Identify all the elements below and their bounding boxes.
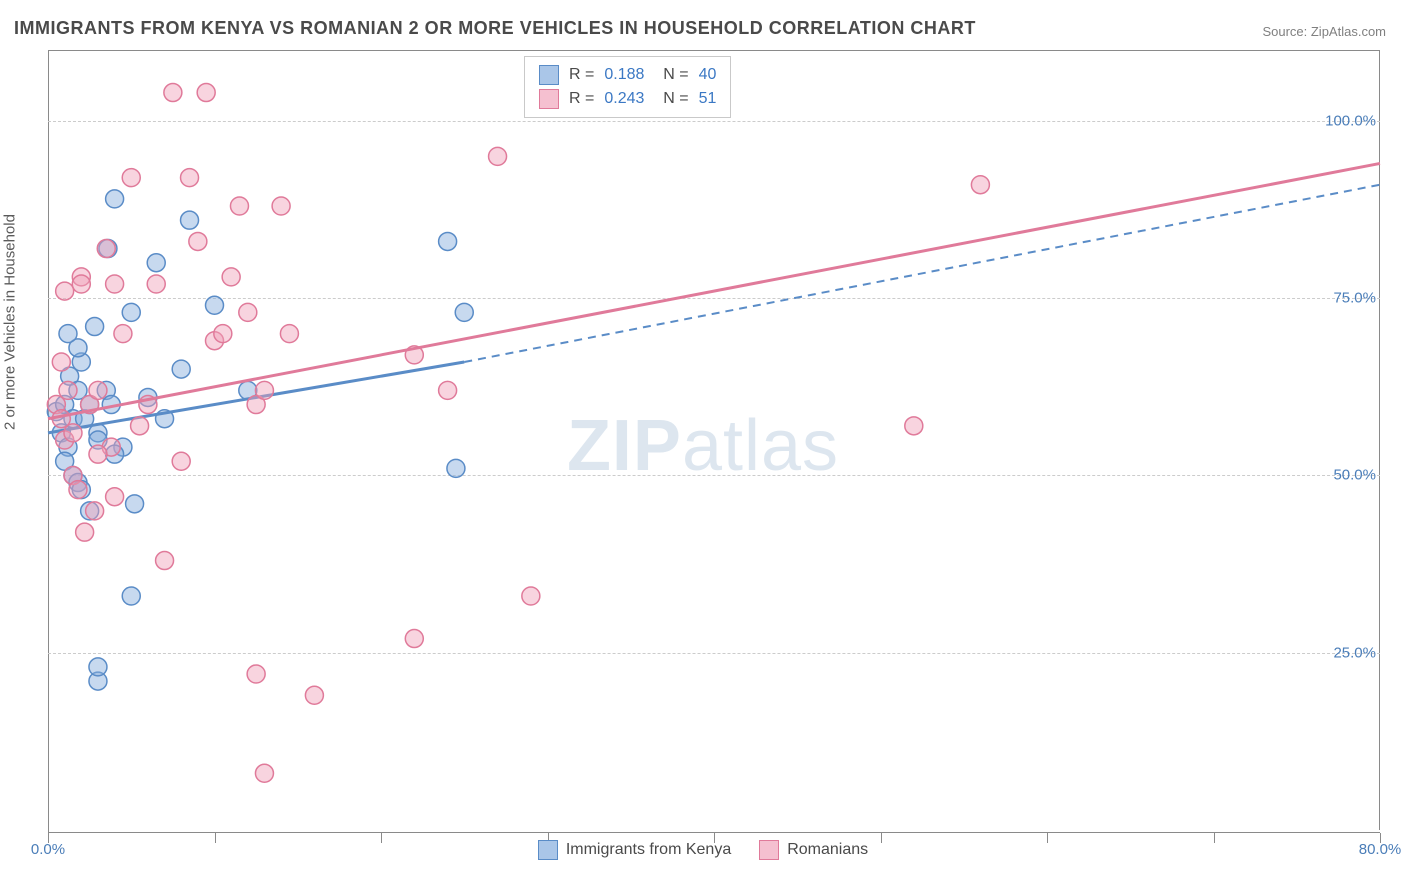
scatter-point-romanian [147,275,165,293]
scatter-point-romanian [971,176,989,194]
legend-r-label: R = [569,87,594,111]
scatter-point-kenya [447,459,465,477]
scatter-point-romanian [189,232,207,250]
source-attribution: Source: ZipAtlas.com [1262,24,1386,39]
scatter-point-romanian [106,275,124,293]
scatter-point-romanian [905,417,923,435]
legend-n-label: N = [654,63,688,87]
legend-label-romanian: Romanians [787,841,868,859]
scatter-point-romanian [76,523,94,541]
legend-item-romanian: Romanians [759,840,868,860]
legend-label-kenya: Immigrants from Kenya [566,841,731,859]
scatter-point-kenya [122,587,140,605]
scatter-point-romanian [255,381,273,399]
scatter-point-romanian [122,169,140,187]
legend-r-value-romanian: 0.243 [604,87,644,111]
scatter-point-romanian [489,147,507,165]
legend-n-label: N = [654,87,688,111]
trend-line-ext-kenya [464,185,1380,362]
scatter-point-kenya [86,318,104,336]
scatter-point-romanian [131,417,149,435]
scatter-point-romanian [230,197,248,215]
scatter-point-kenya [126,495,144,513]
scatter-point-romanian [247,665,265,683]
y-axis-label: 2 or more Vehicles in Household [2,214,19,430]
scatter-point-romanian [89,381,107,399]
legend-row-romanian: R = 0.243 N = 51 [539,87,716,111]
scatter-point-romanian [172,452,190,470]
scatter-point-romanian [86,502,104,520]
scatter-point-kenya [455,303,473,321]
scatter-point-romanian [114,325,132,343]
legend-n-value-kenya: 40 [699,63,717,87]
scatter-point-romanian [106,488,124,506]
scatter-point-romanian [272,197,290,215]
legend-r-label: R = [569,63,594,87]
scatter-point-romanian [214,325,232,343]
legend-swatch-kenya [538,840,558,860]
legend-row-kenya: R = 0.188 N = 40 [539,63,716,87]
scatter-point-kenya [106,190,124,208]
scatter-point-romanian [156,552,174,570]
scatter-point-romanian [280,325,298,343]
scatter-point-kenya [206,296,224,314]
legend-n-value-romanian: 51 [699,87,717,111]
scatter-point-romanian [59,381,77,399]
scatter-point-romanian [72,275,90,293]
scatter-point-romanian [522,587,540,605]
scatter-point-kenya [439,232,457,250]
scatter-point-kenya [89,658,107,676]
scatter-point-romanian [239,303,257,321]
scatter-point-romanian [52,353,70,371]
chart-title: IMMIGRANTS FROM KENYA VS ROMANIAN 2 OR M… [14,18,976,39]
scatter-point-romanian [64,424,82,442]
scatter-point-kenya [59,325,77,343]
scatter-point-romanian [439,381,457,399]
scatter-point-romanian [181,169,199,187]
legend-correlation: R = 0.188 N = 40 R = 0.243 N = 51 [524,56,731,118]
scatter-point-kenya [181,211,199,229]
legend-series: Immigrants from Kenya Romanians [0,840,1406,860]
scatter-point-romanian [97,240,115,258]
legend-swatch-kenya [539,65,559,85]
legend-swatch-romanian [759,840,779,860]
scatter-point-romanian [255,764,273,782]
legend-r-value-kenya: 0.188 [604,63,644,87]
scatter-point-romanian [305,686,323,704]
scatter-point-romanian [89,445,107,463]
scatter-point-kenya [172,360,190,378]
legend-swatch-romanian [539,89,559,109]
scatter-plot [48,50,1380,830]
legend-item-kenya: Immigrants from Kenya [538,840,731,860]
scatter-point-kenya [147,254,165,272]
scatter-point-romanian [197,84,215,102]
scatter-point-romanian [222,268,240,286]
scatter-point-romanian [405,630,423,648]
scatter-point-romanian [56,282,74,300]
scatter-point-romanian [69,481,87,499]
scatter-point-romanian [164,84,182,102]
scatter-point-kenya [122,303,140,321]
